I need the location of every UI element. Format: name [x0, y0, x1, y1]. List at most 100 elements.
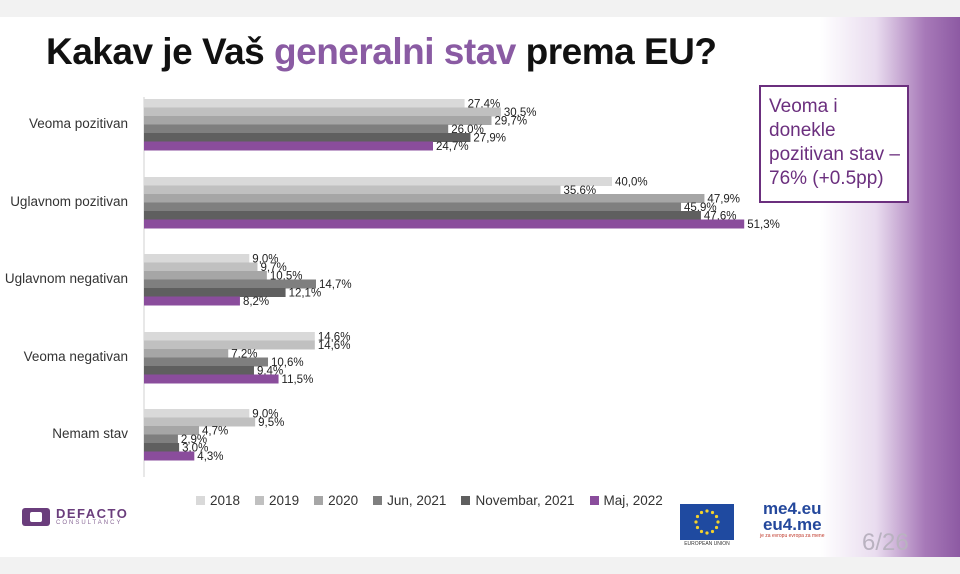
bar [144, 107, 501, 117]
eu-star [705, 509, 709, 513]
data-label: 29,7% [494, 116, 527, 128]
chart-legend: 2018 2019 2020 Jun, 2021 Novembar, 2021 Maj, … [196, 493, 663, 508]
data-label: 12,1% [289, 288, 322, 300]
category-label: Veoma pozitivan [29, 116, 128, 131]
bar [144, 185, 561, 195]
legend-label: Maj, 2022 [603, 493, 663, 508]
data-label: 9,7% [260, 262, 286, 274]
bar [144, 133, 471, 142]
legend-label: Jun, 2021 [387, 493, 447, 508]
data-label: 8,2% [243, 296, 269, 308]
legend-item: Maj, 2022 [589, 493, 663, 508]
bar [144, 279, 316, 289]
bar [144, 211, 701, 220]
me4eu-tagline: je za evropu evropa za mene [760, 533, 825, 539]
title-part-1: Kakav je Vaš [46, 31, 275, 72]
data-label: 9,0% [252, 254, 278, 266]
legend-item: 2020 [314, 493, 358, 508]
bar [144, 451, 195, 461]
bar [144, 219, 745, 229]
data-label: 14,6% [318, 340, 351, 352]
legend-label: 2018 [210, 493, 241, 508]
legend-item: Novembar, 2021 [461, 493, 575, 508]
bar [144, 443, 180, 452]
data-label: 4,7% [202, 426, 228, 438]
data-label: 9,0% [252, 409, 278, 421]
defacto-logo-text: DEFACTO [56, 506, 129, 521]
bar [144, 296, 240, 306]
eu-star [716, 520, 720, 524]
legend-label: 2019 [269, 493, 300, 508]
legend-item: 2019 [255, 493, 299, 508]
bar [144, 254, 250, 263]
page-number: 6/26 [862, 529, 909, 556]
summary-callout: Veoma i donekle pozitivan stav – 76% (+0… [759, 85, 909, 203]
eu-star [714, 514, 719, 519]
eu-star [705, 531, 709, 535]
title-part-2: prema EU? [515, 31, 717, 72]
page-title: Kakav je Vaš generalni stav prema EU? [46, 31, 717, 73]
bar [144, 366, 254, 375]
category-label: Nemam stav [52, 426, 128, 441]
bar [144, 332, 315, 341]
legend-swatch [314, 496, 324, 505]
bar [144, 124, 449, 134]
eu-star [710, 510, 715, 515]
eu-star [695, 525, 700, 530]
defacto-logo-mark [22, 508, 50, 526]
eu-star [699, 510, 704, 515]
me4eu-line-1: me4.eu [762, 499, 822, 518]
eu-star [695, 514, 700, 519]
bar [144, 417, 256, 427]
legend-swatch [373, 496, 383, 505]
eu-star [694, 520, 698, 524]
title-highlight: generalni stav [274, 31, 516, 72]
bar [144, 271, 267, 280]
data-label: 40,0% [615, 177, 648, 189]
me4eu-logo: me4.eu eu4.me je za evropu evropa za men… [760, 499, 825, 539]
bar [144, 434, 178, 444]
bar [144, 349, 229, 358]
legend-swatch [255, 496, 265, 505]
data-label: 2,9% [181, 434, 207, 446]
data-label: 24,7% [436, 141, 469, 153]
category-label: Uglavnom negativan [5, 271, 128, 286]
data-label: 30,5% [504, 107, 537, 119]
bar-chart: Veoma pozitivan27,4%30,5%29,7%26,0%27,9%… [5, 97, 780, 477]
bar [144, 288, 286, 297]
legend-swatch [196, 496, 205, 505]
data-label: 11,5% [282, 374, 314, 386]
legend-swatch [461, 496, 471, 505]
data-label: 9,5% [258, 417, 284, 429]
bar [144, 357, 269, 367]
data-label: 51,3% [747, 219, 780, 231]
data-label: 4,3% [197, 451, 223, 463]
bar [144, 374, 279, 384]
bar [144, 116, 492, 125]
data-label: 14,7% [319, 279, 352, 291]
eu-star [714, 525, 719, 530]
data-label: 10,6% [271, 357, 304, 369]
legend-label: Novembar, 2021 [475, 493, 575, 508]
eu-flag-logo [680, 504, 734, 540]
eu-star [699, 529, 704, 534]
bar [144, 340, 315, 350]
defacto-logo: DEFACTO CONSULTANCY [22, 506, 129, 526]
legend-swatch [589, 496, 599, 505]
bar [144, 426, 199, 435]
eu-star [710, 529, 715, 534]
data-label: 14,6% [318, 332, 351, 344]
data-label: 47,9% [707, 194, 740, 206]
eu-stars-icon [694, 509, 720, 535]
defacto-logo-subtext: CONSULTANCY [56, 520, 123, 526]
bar [144, 194, 705, 203]
bar [144, 262, 258, 272]
eu-caption: EUROPEAN UNION [684, 541, 730, 547]
bar [144, 141, 433, 151]
data-label: 27,9% [473, 133, 506, 145]
category-label: Uglavnom pozitivan [10, 194, 128, 209]
legend-item: 2018 [196, 493, 240, 508]
legend-item: Jun, 2021 [373, 493, 446, 508]
bar [144, 177, 612, 186]
legend-label: 2020 [328, 493, 359, 508]
